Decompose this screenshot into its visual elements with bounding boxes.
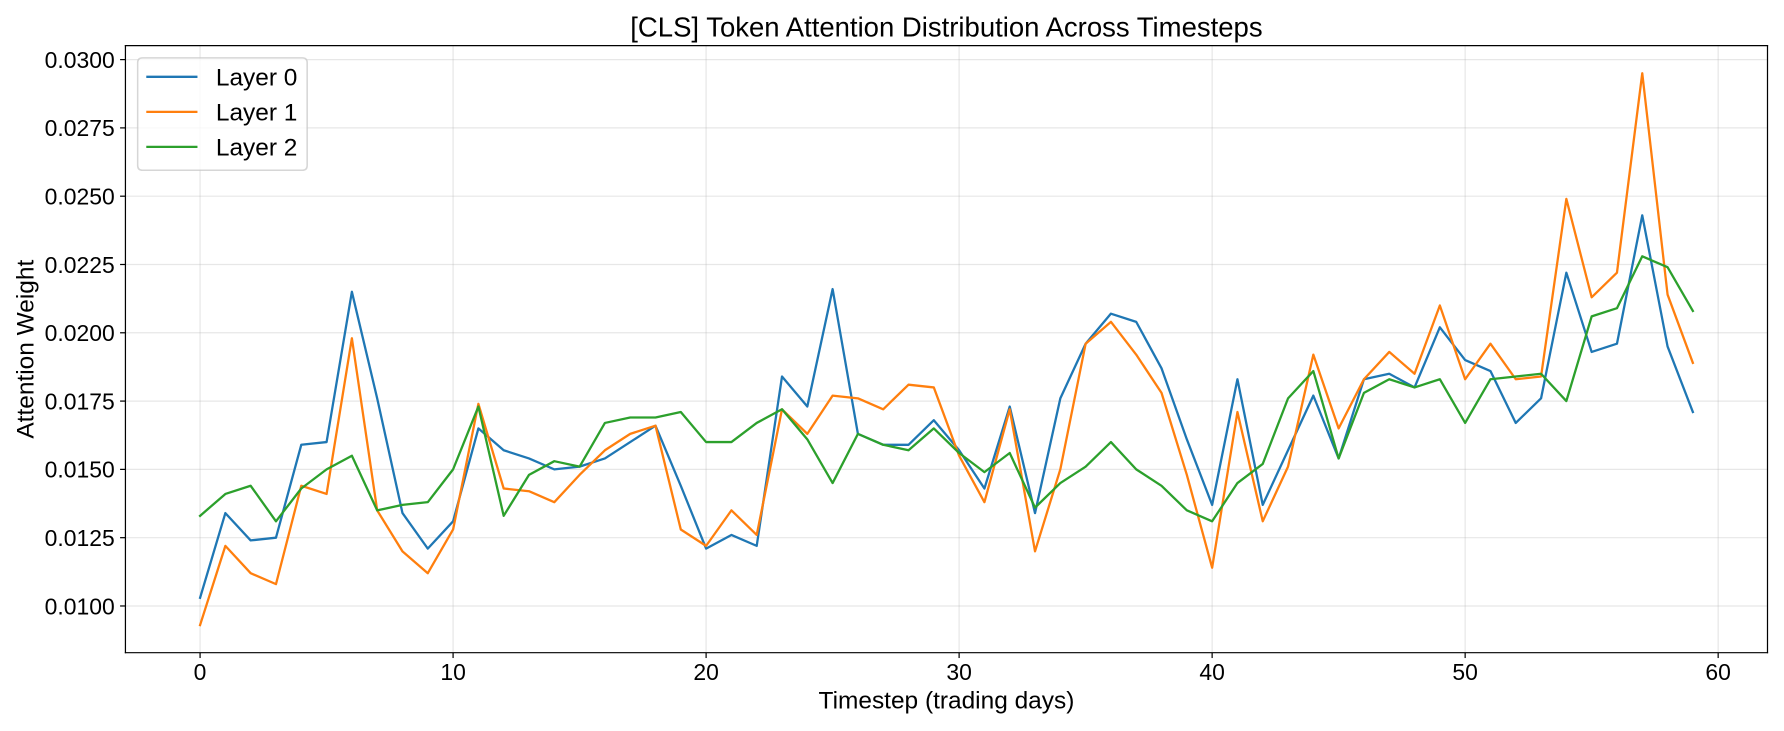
svg-text:30: 30 xyxy=(946,659,971,685)
svg-text:Timestep (trading days): Timestep (trading days) xyxy=(819,688,1075,715)
svg-text:0.0225: 0.0225 xyxy=(45,252,115,278)
svg-text:40: 40 xyxy=(1199,659,1224,685)
svg-text:50: 50 xyxy=(1452,659,1477,685)
svg-text:0.0200: 0.0200 xyxy=(45,320,115,346)
svg-text:10: 10 xyxy=(440,659,465,685)
svg-text:0.0175: 0.0175 xyxy=(45,388,115,414)
svg-text:0.0150: 0.0150 xyxy=(45,457,115,483)
svg-text:0.0275: 0.0275 xyxy=(45,115,115,141)
svg-text:0.0250: 0.0250 xyxy=(45,183,115,209)
svg-text:Attention Weight: Attention Weight xyxy=(12,260,39,439)
svg-text:0.0125: 0.0125 xyxy=(45,525,115,551)
svg-text:20: 20 xyxy=(693,659,718,685)
svg-text:Layer 1: Layer 1 xyxy=(216,99,298,126)
svg-text:[CLS] Token Attention Distribu: [CLS] Token Attention Distribution Acros… xyxy=(630,12,1262,43)
svg-text:Layer 2: Layer 2 xyxy=(216,134,298,161)
svg-text:0.0300: 0.0300 xyxy=(45,47,115,73)
svg-text:60: 60 xyxy=(1705,659,1730,685)
svg-text:Layer 0: Layer 0 xyxy=(216,64,298,91)
svg-text:0: 0 xyxy=(194,659,207,685)
svg-text:0.0100: 0.0100 xyxy=(45,593,115,619)
